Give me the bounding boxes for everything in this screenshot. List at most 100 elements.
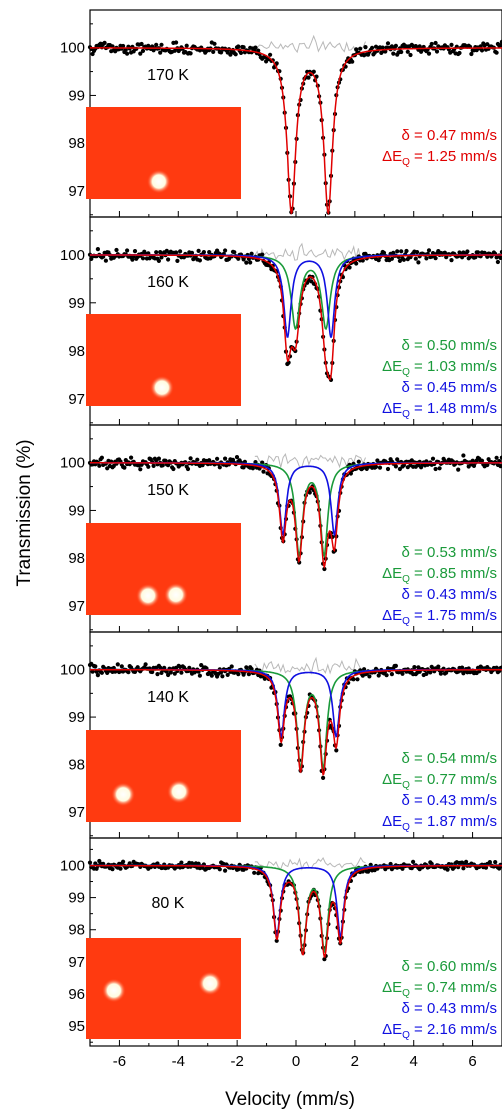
data-point [268, 52, 273, 57]
y-tick-label: 99 [68, 709, 85, 726]
y-tick-label: 99 [68, 87, 85, 104]
data-point [400, 866, 405, 871]
data-point [168, 670, 173, 675]
y-tick-label: 100 [60, 247, 85, 264]
data-point [248, 260, 253, 265]
x-tick-label: -4 [172, 1053, 185, 1070]
data-point [497, 866, 502, 871]
data-point [413, 256, 418, 261]
data-point [495, 259, 500, 265]
y-tick-label: 96 [68, 986, 85, 1003]
data-point [485, 462, 490, 468]
residual-trace [254, 242, 366, 262]
data-point [412, 665, 417, 670]
data-point [401, 257, 406, 262]
data-point [232, 250, 237, 255]
data-point [376, 673, 381, 678]
data-point [499, 39, 502, 44]
data-point [367, 674, 372, 679]
data-point [397, 258, 402, 263]
data-point [158, 50, 163, 55]
data-point [122, 465, 127, 470]
y-tick-label: 98 [68, 550, 85, 567]
data-point [399, 249, 404, 254]
data-point [217, 465, 222, 470]
residual-trace [254, 656, 366, 677]
parameter-label: δ = 0.54 mm/s [402, 750, 497, 767]
inset-image [86, 730, 241, 822]
data-point [132, 249, 138, 254]
data-point [196, 861, 201, 866]
data-point [354, 47, 359, 52]
data-point [376, 258, 381, 263]
data-point [223, 248, 228, 253]
data-point [499, 455, 502, 460]
data-point [429, 41, 434, 47]
data-point [95, 247, 100, 252]
data-point [188, 51, 193, 56]
data-point [160, 463, 165, 468]
parameter-label: ΔEQ = 1.03 mm/s [382, 358, 497, 378]
data-point [188, 456, 193, 461]
data-point [405, 49, 410, 54]
y-tick-label: 97 [68, 598, 85, 615]
data-point [185, 466, 191, 472]
data-point [498, 255, 502, 260]
y-tick-label: 95 [68, 1018, 85, 1035]
data-points [87, 453, 502, 572]
data-point [219, 670, 224, 675]
data-point [334, 748, 339, 753]
data-point [166, 463, 171, 468]
data-point [460, 665, 465, 670]
data-point [399, 49, 404, 55]
data-point [483, 865, 489, 870]
data-point [151, 463, 156, 468]
data-point [389, 256, 394, 261]
data-point [358, 46, 363, 51]
panel-3: 97 98 99 100 140 K δ = 0.54 mm/s ΔEQ = 0.77 mm… [60, 631, 502, 839]
data-point [140, 48, 146, 54]
x-tick-label: 4 [410, 1053, 418, 1070]
data-point [395, 249, 400, 254]
data-point [424, 256, 429, 261]
data-point [493, 860, 498, 865]
data-point [118, 866, 123, 871]
data-point [380, 45, 385, 50]
data-point [307, 490, 312, 495]
x-tick-label: 6 [468, 1053, 476, 1070]
panel-0: 97 98 99 100 170 K δ = 0.47 mm/s ΔEQ = 1.25 mm… [60, 9, 502, 218]
data-point [311, 69, 316, 74]
parameter-label: ΔEQ = 0.77 mm/s [382, 771, 497, 791]
data-point [236, 867, 241, 872]
data-point [498, 464, 502, 469]
inset-spot [149, 375, 174, 400]
inset-image [86, 523, 241, 615]
data-point [99, 455, 104, 460]
data-point [212, 41, 217, 46]
data-point [220, 674, 225, 679]
data-point [233, 52, 238, 57]
y-tick-label: 99 [68, 890, 85, 907]
data-point [115, 662, 120, 667]
data-point [236, 672, 241, 677]
inset-spot [163, 582, 188, 607]
y-tick-label: 99 [68, 502, 85, 519]
data-point [498, 43, 502, 48]
data-point [236, 44, 241, 49]
inset-spot [167, 779, 191, 804]
data-point [211, 49, 216, 55]
data-point [322, 566, 327, 572]
data-point [150, 669, 155, 675]
x-tick-label: -2 [230, 1053, 243, 1070]
inset-spot [146, 169, 171, 194]
data-point [384, 673, 389, 678]
data-point [184, 43, 189, 48]
data-point [278, 742, 283, 748]
data-point [433, 466, 438, 472]
data-point [207, 458, 212, 463]
data-point [389, 672, 394, 677]
data-point [475, 250, 481, 255]
data-point [90, 669, 95, 674]
data-point [487, 860, 492, 865]
